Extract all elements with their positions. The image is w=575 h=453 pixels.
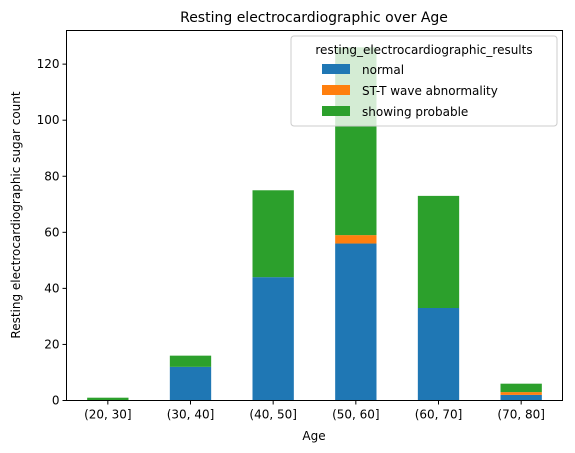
legend-label: ST-T wave abnormality: [362, 84, 498, 98]
y-tick-label: 60: [44, 225, 59, 239]
x-tick-label: (50, 60]: [332, 408, 380, 422]
x-tick-label: (20, 30]: [84, 408, 132, 422]
bar-st-t-wave-abnormality-3: [335, 235, 377, 244]
bar-normal-5: [500, 394, 542, 401]
bar-normal-1: [169, 366, 212, 401]
legend-label: showing probable: [362, 105, 468, 119]
x-tick-label: (70, 80]: [497, 408, 545, 422]
bar-showing-probable-0: [87, 397, 129, 401]
legend-title: resting_electrocardiographic_results: [315, 43, 532, 57]
bar-normal-4: [417, 308, 460, 401]
y-axis-label: Resting electrocardiographic sugar count: [9, 91, 23, 338]
chart-title: Resting electrocardiographic over Age: [180, 10, 448, 26]
bar-showing-probable-2: [252, 190, 294, 278]
bar-showing-probable-5: [500, 383, 542, 393]
y-tick-label: 40: [44, 281, 59, 295]
legend-swatch: [322, 85, 350, 95]
y-tick-label: 120: [37, 57, 60, 71]
y-tick-label: 80: [44, 169, 59, 183]
plot-frame: [66, 30, 563, 401]
y-axis-ticks: 0 20 40 60 80 100 120: [37, 57, 67, 408]
legend-frame: [290, 35, 558, 127]
x-axis-label: Age: [302, 429, 325, 443]
bar-normal-2: [252, 277, 294, 401]
bars-layer: [87, 47, 542, 401]
legend-label: normal: [362, 63, 404, 77]
x-tick-label: (30, 40]: [167, 408, 215, 422]
bar-st-t-wave-abnormality-5: [500, 392, 542, 395]
legend-swatch: [322, 106, 350, 116]
x-tick-label: (40, 50]: [249, 408, 297, 422]
x-tick-label: (60, 70]: [415, 408, 463, 422]
legend: resting_electrocardiographic_results nor…: [290, 35, 558, 127]
legend-items: normal ST-T wave abnormality showing proba…: [322, 63, 498, 119]
bar-normal-3: [335, 243, 377, 401]
bar-showing-probable-1: [169, 355, 212, 367]
bar-showing-probable-4: [417, 195, 460, 308]
y-tick-label: 20: [44, 337, 59, 351]
y-tick-label: 100: [37, 113, 60, 127]
y-tick-label: 0: [52, 394, 60, 408]
legend-swatch: [322, 64, 350, 74]
x-axis-ticks: (20, 30] (30, 40] (40, 50] (50, 60] (60, 70]…: [84, 400, 545, 422]
axes-layer: [66, 30, 563, 401]
